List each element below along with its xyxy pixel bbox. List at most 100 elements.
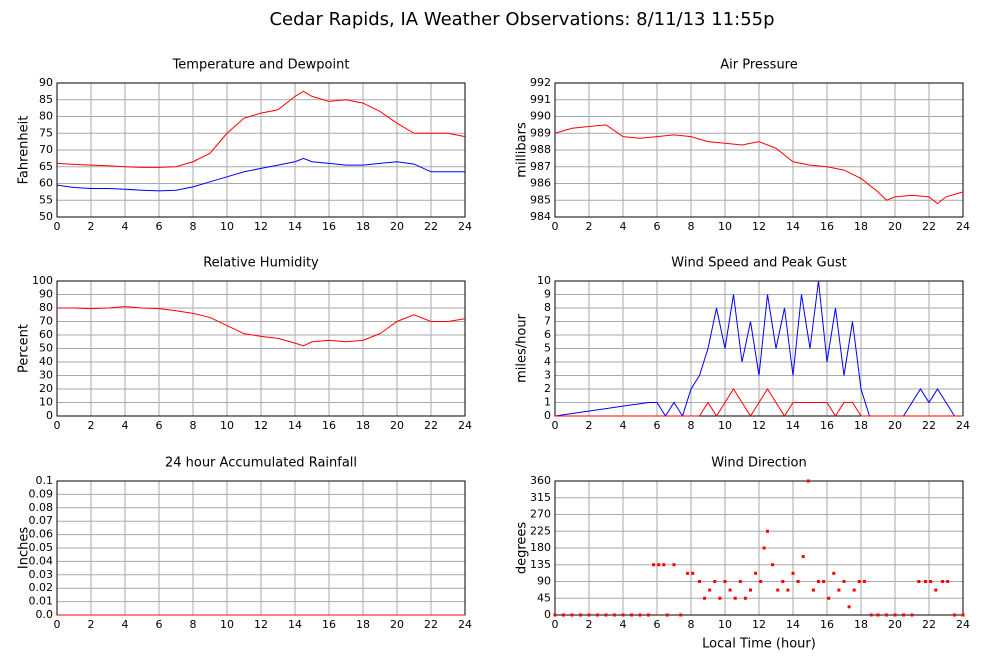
point: [924, 580, 928, 583]
x-tick-label: 12: [752, 618, 766, 631]
x-tick-label: 20: [888, 419, 902, 432]
point: [562, 613, 565, 617]
x-tick-label: 12: [254, 618, 268, 631]
point: [941, 580, 945, 583]
point: [754, 571, 758, 575]
point: [713, 580, 717, 583]
point: [910, 613, 914, 617]
plot-frame: [554, 82, 964, 218]
series-line: [56, 90, 466, 168]
y-tick-label: 0.09: [29, 487, 54, 500]
x-tick-label: 24: [956, 220, 970, 233]
x-tick-label: 4: [620, 618, 627, 631]
point: [579, 613, 582, 617]
point: [728, 588, 732, 592]
x-tick-label: 24: [458, 618, 472, 631]
y-tick-label: 75: [39, 126, 53, 139]
y-tick-label: 987: [530, 160, 551, 173]
x-tick-label: 6: [156, 419, 163, 432]
y-tick-label: 0.03: [29, 568, 54, 581]
y-tick-label: 50: [39, 342, 53, 355]
point: [929, 580, 933, 583]
point: [657, 563, 661, 567]
x-tick-label: 8: [190, 220, 197, 233]
x-tick-label: 2: [88, 419, 95, 432]
x-tick-label: 20: [888, 220, 902, 233]
y-tick-label: 70: [39, 143, 53, 156]
y-tick-label: 70: [39, 315, 53, 328]
x-tick-label: 12: [254, 419, 268, 432]
x-tick-label: 6: [156, 618, 163, 631]
y-tick-label: 0: [544, 608, 551, 621]
point: [822, 580, 826, 583]
y-tick-label: 7: [544, 315, 551, 328]
x-tick-label: 22: [424, 618, 438, 631]
point: [837, 588, 841, 592]
x-tick-label: 0: [54, 419, 61, 432]
point: [708, 588, 712, 592]
x-tick-label: 12: [254, 220, 268, 233]
point: [902, 613, 905, 617]
x-tick-label: 10: [718, 220, 732, 233]
point: [842, 580, 846, 583]
y-tick-label: 360: [530, 474, 551, 487]
x-tick-label: 10: [220, 220, 234, 233]
point: [953, 613, 956, 617]
x-tick-label: 16: [820, 220, 834, 233]
point: [811, 588, 815, 592]
y-tick-label: 10: [39, 396, 53, 409]
point: [665, 613, 669, 617]
y-tick-label: 990: [530, 110, 551, 123]
point: [786, 588, 790, 592]
y-tick-label: 2: [544, 382, 551, 395]
y-tick-label: 85: [39, 93, 53, 106]
series-line: [554, 124, 964, 205]
y-tick-label: 270: [530, 508, 551, 521]
x-tick-label: 22: [424, 419, 438, 432]
point: [638, 613, 642, 617]
point: [604, 613, 608, 617]
x-tick-label: 8: [688, 618, 695, 631]
series-line: [56, 157, 465, 192]
y-tick-label: 60: [39, 177, 53, 190]
panel-title: Air Pressure: [720, 58, 798, 73]
y-tick-label: 0: [46, 409, 53, 422]
x-tick-label: 20: [390, 618, 404, 631]
x-tick-label: 18: [356, 220, 370, 233]
point: [698, 580, 701, 583]
panel-title: Temperature and Dewpoint: [172, 58, 350, 73]
point: [847, 605, 851, 609]
point: [796, 580, 800, 583]
x-tick-label: 14: [288, 220, 302, 233]
y-tick-label: 4: [544, 355, 551, 368]
x-tick-label: 12: [752, 220, 766, 233]
x-tick-label: 22: [922, 220, 936, 233]
y-tick-label: 135: [530, 558, 551, 571]
y-tick-label: 20: [39, 382, 53, 395]
y-tick-label: 0.06: [29, 528, 54, 541]
y-tick-label: 1: [544, 396, 551, 409]
point: [662, 563, 666, 567]
x-tick-label: 0: [54, 220, 61, 233]
x-tick-label: 4: [620, 220, 627, 233]
panel-title: Wind Direction: [711, 456, 807, 471]
x-tick-label: 14: [288, 618, 302, 631]
y-tick-label: 30: [39, 369, 53, 382]
x-tick-label: 4: [122, 618, 129, 631]
x-tick-label: 14: [786, 220, 800, 233]
y-tick-label: 0.04: [29, 554, 54, 567]
y-axis-label: millibars: [515, 122, 530, 178]
x-tick-label: 0: [552, 618, 559, 631]
y-tick-label: 989: [530, 126, 551, 139]
panel-title: 24 hour Accumulated Rainfall: [165, 456, 357, 471]
y-axis-label: Inches: [17, 527, 32, 569]
x-tick-label: 18: [854, 419, 868, 432]
point: [672, 563, 676, 567]
x-tick-label: 8: [688, 419, 695, 432]
x-tick-label: 20: [888, 618, 902, 631]
x-axis-label: Local Time (hour): [702, 637, 816, 652]
